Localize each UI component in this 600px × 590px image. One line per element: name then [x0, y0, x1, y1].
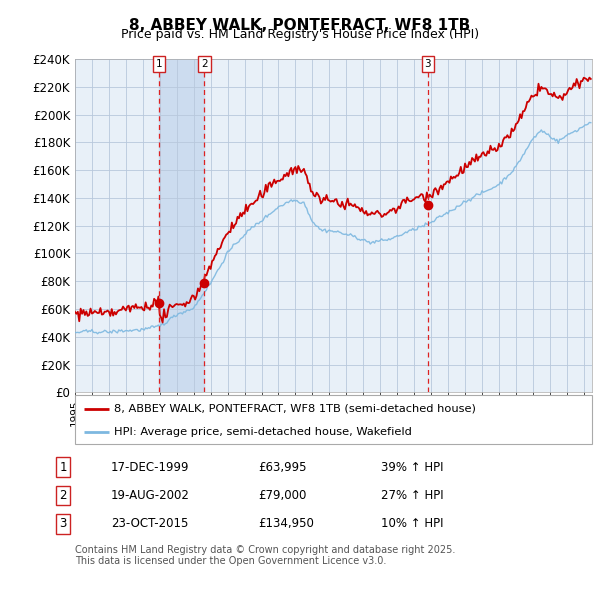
Text: Contains HM Land Registry data © Crown copyright and database right 2025.: Contains HM Land Registry data © Crown c…: [75, 545, 455, 555]
Bar: [159, 59, 205, 392]
Text: 3: 3: [59, 517, 67, 530]
Text: £134,950: £134,950: [258, 517, 314, 530]
Text: £79,000: £79,000: [258, 489, 307, 502]
Text: 2: 2: [201, 59, 208, 69]
Text: HPI: Average price, semi-detached house, Wakefield: HPI: Average price, semi-detached house,…: [114, 427, 412, 437]
Text: 27% ↑ HPI: 27% ↑ HPI: [381, 489, 443, 502]
Text: 19-AUG-2002: 19-AUG-2002: [111, 489, 190, 502]
Text: 2: 2: [59, 489, 67, 502]
Text: 39% ↑ HPI: 39% ↑ HPI: [381, 461, 443, 474]
Text: Price paid vs. HM Land Registry's House Price Index (HPI): Price paid vs. HM Land Registry's House …: [121, 28, 479, 41]
Text: 10% ↑ HPI: 10% ↑ HPI: [381, 517, 443, 530]
Text: This data is licensed under the Open Government Licence v3.0.: This data is licensed under the Open Gov…: [75, 556, 386, 566]
Text: £63,995: £63,995: [258, 461, 307, 474]
Text: 1: 1: [59, 461, 67, 474]
Text: 17-DEC-1999: 17-DEC-1999: [111, 461, 190, 474]
Text: 3: 3: [425, 59, 431, 69]
Text: 8, ABBEY WALK, PONTEFRACT, WF8 1TB: 8, ABBEY WALK, PONTEFRACT, WF8 1TB: [130, 18, 470, 32]
Text: 23-OCT-2015: 23-OCT-2015: [111, 517, 188, 530]
Text: 8, ABBEY WALK, PONTEFRACT, WF8 1TB (semi-detached house): 8, ABBEY WALK, PONTEFRACT, WF8 1TB (semi…: [114, 404, 476, 414]
Text: 1: 1: [156, 59, 163, 69]
